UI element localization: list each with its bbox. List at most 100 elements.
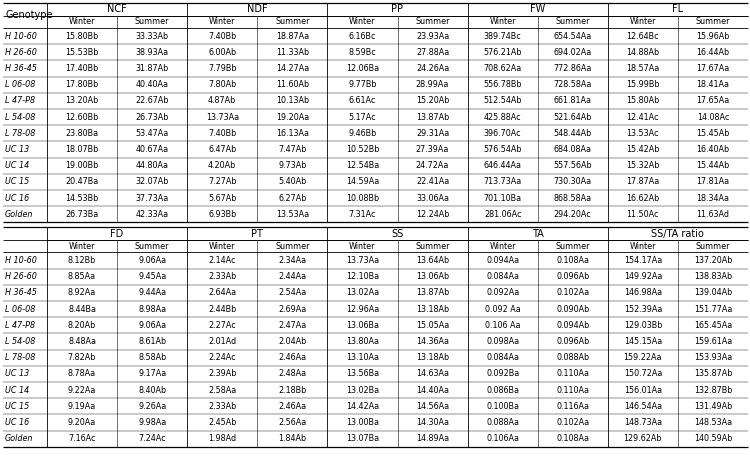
Text: 23.80Ba: 23.80Ba bbox=[65, 129, 98, 138]
Text: SS: SS bbox=[392, 228, 404, 238]
Text: 18.57Aa: 18.57Aa bbox=[626, 64, 659, 73]
Text: 7.40Bb: 7.40Bb bbox=[208, 129, 236, 138]
Text: 15.53Bb: 15.53Bb bbox=[65, 48, 99, 57]
Text: 0.106 Aa: 0.106 Aa bbox=[485, 321, 520, 330]
Text: Winter: Winter bbox=[629, 242, 656, 251]
Text: 2.04Ab: 2.04Ab bbox=[278, 337, 307, 346]
Text: Summer: Summer bbox=[416, 242, 450, 251]
Text: 8.61Ab: 8.61Ab bbox=[138, 337, 166, 346]
Text: 2.56Aa: 2.56Aa bbox=[278, 418, 307, 427]
Text: 17.87Aa: 17.87Aa bbox=[626, 178, 659, 187]
Text: 14.56Aa: 14.56Aa bbox=[416, 402, 449, 411]
Text: H 26-60: H 26-60 bbox=[5, 272, 37, 281]
Text: 6.16Bc: 6.16Bc bbox=[349, 31, 376, 40]
Text: 7.47Ab: 7.47Ab bbox=[278, 145, 307, 154]
Text: 9.19Aa: 9.19Aa bbox=[68, 402, 96, 411]
Text: 8.98Aa: 8.98Aa bbox=[138, 305, 166, 314]
Text: Summer: Summer bbox=[556, 17, 590, 26]
Text: Summer: Summer bbox=[275, 17, 310, 26]
Text: 15.96Ab: 15.96Ab bbox=[696, 31, 730, 40]
Text: 129.62Ab: 129.62Ab bbox=[623, 434, 662, 443]
Text: 13.53Ac: 13.53Ac bbox=[626, 129, 659, 138]
Text: PP: PP bbox=[392, 4, 404, 14]
Text: UC 14: UC 14 bbox=[5, 386, 29, 395]
Text: 148.73Aa: 148.73Aa bbox=[624, 418, 662, 427]
Text: 33.33Ab: 33.33Ab bbox=[136, 31, 169, 40]
Text: Summer: Summer bbox=[416, 17, 450, 26]
Text: 13.06Ab: 13.06Ab bbox=[416, 272, 449, 281]
Text: 0.092Aa: 0.092Aa bbox=[486, 288, 519, 298]
Text: 0.108Aa: 0.108Aa bbox=[556, 256, 590, 265]
Text: 548.44Ab: 548.44Ab bbox=[554, 129, 592, 138]
Text: Summer: Summer bbox=[696, 17, 730, 26]
Text: 23.93Aa: 23.93Aa bbox=[416, 31, 449, 40]
Text: 44.80Aa: 44.80Aa bbox=[136, 161, 169, 170]
Text: 0.116Aa: 0.116Aa bbox=[556, 402, 590, 411]
Text: 13.64Ab: 13.64Ab bbox=[416, 256, 449, 265]
Text: Genotype: Genotype bbox=[5, 10, 52, 20]
Text: 281.06Ac: 281.06Ac bbox=[484, 210, 521, 219]
Text: SS/TA ratio: SS/TA ratio bbox=[652, 228, 704, 238]
Text: 2.24Ac: 2.24Ac bbox=[209, 353, 236, 362]
Text: 7.16Ac: 7.16Ac bbox=[68, 434, 96, 443]
Text: 556.78Bb: 556.78Bb bbox=[484, 80, 522, 89]
Text: 12.06Ba: 12.06Ba bbox=[346, 64, 379, 73]
Text: 14.30Aa: 14.30Aa bbox=[416, 418, 449, 427]
Text: L 54-08: L 54-08 bbox=[5, 337, 35, 346]
Text: 149.92Aa: 149.92Aa bbox=[624, 272, 662, 281]
Text: 138.83Ab: 138.83Ab bbox=[694, 272, 732, 281]
Text: Golden: Golden bbox=[5, 210, 34, 219]
Text: 0.094Ab: 0.094Ab bbox=[556, 321, 590, 330]
Text: NCF: NCF bbox=[107, 4, 127, 14]
Text: UC 13: UC 13 bbox=[5, 369, 29, 378]
Text: 13.53Aa: 13.53Aa bbox=[276, 210, 309, 219]
Text: Summer: Summer bbox=[275, 242, 310, 251]
Text: 13.02Ba: 13.02Ba bbox=[346, 386, 379, 395]
Text: 557.56Ab: 557.56Ab bbox=[554, 161, 592, 170]
Text: 15.05Aa: 15.05Aa bbox=[416, 321, 449, 330]
Text: 26.73Ab: 26.73Ab bbox=[136, 113, 169, 121]
Text: 13.87Ab: 13.87Ab bbox=[416, 113, 449, 121]
Text: 2.54Aa: 2.54Aa bbox=[278, 288, 307, 298]
Text: 33.06Aa: 33.06Aa bbox=[416, 194, 449, 203]
Text: 654.54Aa: 654.54Aa bbox=[554, 31, 592, 40]
Text: Winter: Winter bbox=[209, 17, 236, 26]
Text: L 54-08: L 54-08 bbox=[5, 113, 35, 121]
Text: 684.08Aa: 684.08Aa bbox=[554, 145, 592, 154]
Text: 7.27Ab: 7.27Ab bbox=[208, 178, 236, 187]
Text: 9.46Bb: 9.46Bb bbox=[348, 129, 376, 138]
Text: 15.20Ab: 15.20Ab bbox=[416, 97, 449, 105]
Text: 12.96Aa: 12.96Aa bbox=[346, 305, 379, 314]
Text: 37.73Aa: 37.73Aa bbox=[136, 194, 169, 203]
Text: 17.67Aa: 17.67Aa bbox=[696, 64, 730, 73]
Text: 6.00Ab: 6.00Ab bbox=[209, 48, 236, 57]
Text: L 06-08: L 06-08 bbox=[5, 305, 35, 314]
Text: 9.98Aa: 9.98Aa bbox=[138, 418, 166, 427]
Text: 0.092Ba: 0.092Ba bbox=[486, 369, 519, 378]
Text: 11.63Ad: 11.63Ad bbox=[697, 210, 730, 219]
Text: 2.58Aa: 2.58Aa bbox=[208, 386, 236, 395]
Text: 16.40Ab: 16.40Ab bbox=[697, 145, 730, 154]
Text: 129.03Bb: 129.03Bb bbox=[624, 321, 662, 330]
Text: 2.18Bb: 2.18Bb bbox=[278, 386, 307, 395]
Text: 0.086Ba: 0.086Ba bbox=[486, 386, 519, 395]
Text: 40.67Aa: 40.67Aa bbox=[136, 145, 169, 154]
Text: 10.13Ab: 10.13Ab bbox=[276, 97, 309, 105]
Text: 14.36Aa: 14.36Aa bbox=[416, 337, 449, 346]
Text: 2.33Ab: 2.33Ab bbox=[208, 272, 236, 281]
Text: H 36-45: H 36-45 bbox=[5, 64, 37, 73]
Text: H 36-45: H 36-45 bbox=[5, 288, 37, 298]
Text: 5.40Ab: 5.40Ab bbox=[278, 178, 307, 187]
Text: 18.07Bb: 18.07Bb bbox=[65, 145, 99, 154]
Text: 0.088Ab: 0.088Ab bbox=[556, 353, 590, 362]
Text: 13.73Aa: 13.73Aa bbox=[346, 256, 379, 265]
Text: 11.50Ac: 11.50Ac bbox=[626, 210, 659, 219]
Text: UC 16: UC 16 bbox=[5, 418, 29, 427]
Text: 24.72Aa: 24.72Aa bbox=[416, 161, 449, 170]
Text: 8.92Aa: 8.92Aa bbox=[68, 288, 96, 298]
Text: 9.20Aa: 9.20Aa bbox=[68, 418, 96, 427]
Text: UC 16: UC 16 bbox=[5, 194, 29, 203]
Text: 132.87Bb: 132.87Bb bbox=[694, 386, 732, 395]
Text: 27.88Aa: 27.88Aa bbox=[416, 48, 449, 57]
Text: 27.39Aa: 27.39Aa bbox=[416, 145, 449, 154]
